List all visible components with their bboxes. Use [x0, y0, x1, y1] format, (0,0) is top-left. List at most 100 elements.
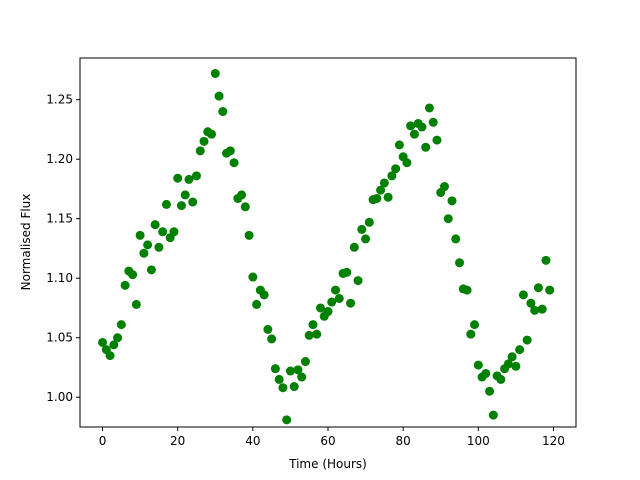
data-points	[98, 68, 555, 425]
data-point	[98, 337, 108, 347]
data-point	[169, 227, 179, 237]
data-point	[342, 267, 352, 277]
data-point	[481, 368, 491, 378]
data-point	[470, 320, 480, 330]
data-point	[485, 386, 495, 396]
plot-area	[80, 58, 576, 427]
data-point	[312, 329, 322, 339]
data-point	[451, 234, 461, 244]
data-point	[109, 340, 119, 350]
data-point	[372, 193, 382, 203]
data-point	[428, 117, 438, 127]
data-point	[533, 283, 543, 293]
data-point	[376, 185, 386, 195]
data-point	[297, 372, 307, 382]
data-point	[541, 255, 551, 265]
x-tick-label: 20	[170, 434, 185, 448]
data-point	[252, 299, 262, 309]
x-tick-label: 80	[396, 434, 411, 448]
data-point	[229, 158, 239, 168]
data-point	[270, 364, 280, 374]
data-point	[391, 164, 401, 174]
data-point	[146, 265, 156, 275]
x-tick-label: 100	[467, 434, 490, 448]
data-point	[135, 230, 145, 240]
data-point	[349, 242, 359, 252]
data-point	[496, 374, 506, 384]
data-point	[131, 299, 141, 309]
data-point	[237, 190, 247, 200]
data-point	[530, 305, 540, 315]
data-point	[503, 359, 513, 369]
data-point	[518, 290, 528, 300]
data-point	[308, 320, 318, 330]
plot-background	[80, 58, 576, 427]
data-point	[173, 173, 183, 183]
x-tick-label: 60	[320, 434, 335, 448]
data-point	[466, 329, 476, 339]
data-point	[409, 129, 419, 139]
data-point	[218, 107, 228, 117]
data-point	[383, 192, 393, 202]
data-point	[406, 121, 416, 131]
data-point	[248, 272, 258, 282]
data-point	[526, 298, 536, 308]
data-point	[207, 129, 217, 139]
x-tick-label: 0	[99, 434, 107, 448]
data-point	[323, 307, 333, 317]
x-tick-label: 40	[245, 434, 260, 448]
data-point	[282, 415, 292, 425]
data-point	[105, 351, 115, 361]
data-point	[128, 270, 138, 280]
data-point	[417, 122, 427, 132]
data-point	[511, 361, 521, 371]
data-point	[315, 303, 325, 313]
data-point	[274, 374, 284, 384]
data-point	[443, 214, 453, 224]
y-tick-label: 1.00	[46, 390, 73, 404]
data-point	[402, 158, 412, 168]
data-point	[263, 324, 273, 334]
x-axis-label: Time (Hours)	[288, 457, 367, 471]
data-point	[214, 91, 224, 101]
x-tick-label: 120	[542, 434, 565, 448]
data-point	[195, 146, 205, 156]
data-point	[259, 290, 269, 300]
data-point	[545, 285, 555, 295]
y-tick-label: 1.15	[46, 212, 73, 226]
data-point	[139, 248, 149, 258]
data-point	[225, 146, 235, 156]
data-point	[304, 330, 314, 340]
data-point	[394, 140, 404, 150]
data-point	[424, 103, 434, 113]
data-point	[507, 352, 517, 362]
data-point	[293, 365, 303, 375]
data-point	[116, 320, 126, 330]
data-point	[522, 335, 532, 345]
data-point	[439, 182, 449, 192]
y-tick-label: 1.10	[46, 271, 73, 285]
data-point	[537, 304, 547, 314]
axes: 0 20 40 60 80 100 120 1.00 1.05 1.10 1.15 1.20 1.25	[46, 57, 577, 448]
data-point	[421, 142, 431, 152]
data-point	[184, 174, 194, 184]
data-point	[357, 224, 367, 234]
data-point	[278, 383, 288, 393]
data-point	[334, 293, 344, 303]
data-point	[364, 217, 374, 227]
data-point	[379, 178, 389, 188]
data-point	[387, 171, 397, 181]
data-point	[188, 197, 198, 207]
data-point	[267, 334, 277, 344]
data-point	[353, 276, 363, 286]
data-point	[210, 68, 220, 78]
data-point	[361, 234, 371, 244]
data-point	[176, 201, 186, 211]
data-point	[161, 199, 171, 209]
y-axis-label: Normalised Flux	[19, 194, 33, 291]
data-point	[154, 242, 164, 252]
data-point	[113, 333, 123, 343]
data-point	[191, 171, 201, 181]
y-tick-label: 1.25	[46, 93, 73, 107]
